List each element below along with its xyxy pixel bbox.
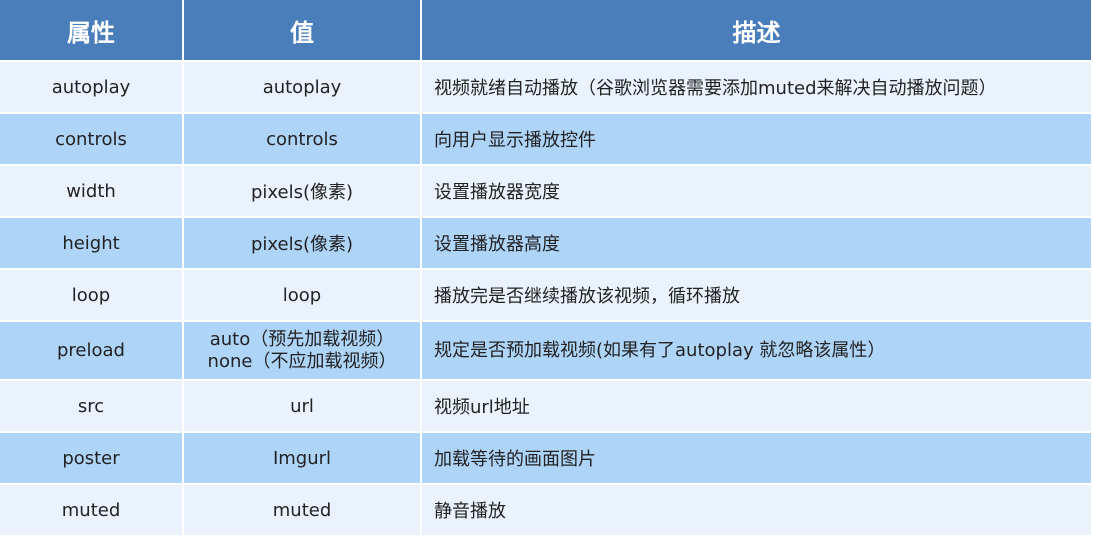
value-cell: loop bbox=[184, 270, 420, 320]
value-line: muted bbox=[272, 499, 332, 521]
attribute-cell: width bbox=[0, 166, 182, 216]
value-cell: muted bbox=[184, 485, 420, 535]
attribute-cell: controls bbox=[0, 114, 182, 164]
attribute-cell: preload bbox=[0, 322, 182, 379]
description-cell: 播放完是否继续播放该视频，循环播放 bbox=[422, 270, 1091, 320]
table-row: width pixels(像素) 设置播放器宽度 bbox=[0, 166, 1091, 216]
value-line: autoplay bbox=[262, 76, 342, 98]
header-value: 值 bbox=[184, 0, 420, 60]
table-row: muted muted 静音播放 bbox=[0, 485, 1091, 535]
attribute-cell: autoplay bbox=[0, 62, 182, 112]
value-line: Imgurl bbox=[272, 447, 332, 469]
attribute-cell: height bbox=[0, 218, 182, 268]
description-cell: 视频url地址 bbox=[422, 381, 1091, 431]
table-row: height pixels(像素) 设置播放器高度 bbox=[0, 218, 1091, 268]
attribute-cell: loop bbox=[0, 270, 182, 320]
table-row: loop loop 播放完是否继续播放该视频，循环播放 bbox=[0, 270, 1091, 320]
description-cell: 向用户显示播放控件 bbox=[422, 114, 1091, 164]
attribute-cell: muted bbox=[0, 485, 182, 535]
value-cell: url bbox=[184, 381, 420, 431]
value-cell: pixels(像素) bbox=[184, 166, 420, 216]
value-cell: Imgurl bbox=[184, 433, 420, 483]
description-cell: 设置播放器宽度 bbox=[422, 166, 1091, 216]
header-description: 描述 bbox=[422, 0, 1091, 60]
value-cell: pixels(像素) bbox=[184, 218, 420, 268]
attribute-cell: poster bbox=[0, 433, 182, 483]
description-cell: 静音播放 bbox=[422, 485, 1091, 535]
description-cell: 设置播放器高度 bbox=[422, 218, 1091, 268]
header-row: 属性 值 描述 bbox=[0, 0, 1091, 60]
value-line: pixels(像素) bbox=[250, 234, 354, 255]
value-line: loop bbox=[282, 284, 322, 306]
description-cell: 规定是否预加载视频(如果有了autoplay 就忽略该属性） bbox=[422, 322, 1091, 379]
value-cell: controls bbox=[184, 114, 420, 164]
value-line: controls bbox=[266, 128, 338, 150]
header-attribute: 属性 bbox=[0, 0, 182, 60]
table-row: preload auto（预先加载视频） none（不应加载视频） 规定是否预加载视频… bbox=[0, 322, 1091, 379]
value-cell: autoplay bbox=[184, 62, 420, 112]
table-row: autoplay autoplay 视频就绪自动播放（谷歌浏览器需要添加muted来… bbox=[0, 62, 1091, 112]
description-cell: 视频就绪自动播放（谷歌浏览器需要添加muted来解决自动播放问题） bbox=[422, 62, 1091, 112]
value-line: url bbox=[290, 395, 314, 417]
attribute-cell: src bbox=[0, 381, 182, 431]
value-line: auto（预先加载视频） bbox=[209, 328, 395, 350]
table-row: controls controls 向用户显示播放控件 bbox=[0, 114, 1091, 164]
table-row: src url 视频url地址 bbox=[0, 381, 1091, 431]
value-line: pixels(像素) bbox=[250, 182, 354, 203]
value-cell: auto（预先加载视频） none（不应加载视频） bbox=[184, 322, 420, 379]
value-line: none（不应加载视频） bbox=[207, 350, 397, 372]
description-cell: 加载等待的画面图片 bbox=[422, 433, 1091, 483]
table-row: poster Imgurl 加载等待的画面图片 bbox=[0, 433, 1091, 483]
